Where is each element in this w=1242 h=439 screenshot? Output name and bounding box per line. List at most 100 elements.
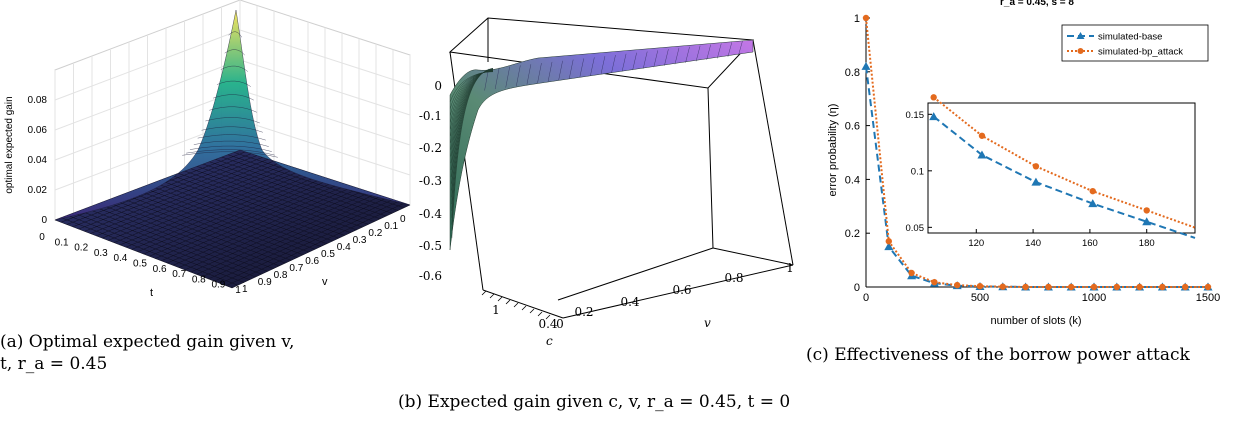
ylabel-b: v [704, 316, 711, 330]
v-tick-label: 0.4 [620, 295, 639, 309]
z-tick-label: -0.1 [419, 109, 442, 123]
caption-b: (b) Expected gain given c, v, r_a = 0.45… [398, 392, 791, 412]
mesh-line [227, 154, 399, 211]
legend-label: simulated-bp_attack [1098, 47, 1183, 58]
surface-line [182, 151, 278, 158]
y-tick-label: 0.8 [845, 67, 860, 79]
inset-point-circle [1032, 163, 1040, 170]
mesh-line [685, 46, 690, 63]
v-tick-label: 0.6 [672, 283, 691, 297]
v-tick-label: 1 [242, 284, 248, 295]
c-minor-tick [505, 299, 511, 305]
data-point-circle [976, 282, 984, 290]
z-tick-label: 0 [41, 215, 47, 226]
inset-point-triangle [1142, 217, 1152, 226]
inset-point-triangle [1031, 177, 1041, 186]
mesh-line [717, 43, 722, 59]
t-tick-label: 0.1 [55, 237, 69, 248]
inset-point-circle [930, 94, 937, 101]
t-tick-label: 0.7 [172, 269, 186, 280]
t-tick-label: 0.3 [94, 248, 108, 259]
gridline [54, 29, 241, 101]
mesh-line [225, 202, 405, 286]
v-tick-label: 0.3 [353, 235, 367, 246]
mesh-line [600, 56, 606, 75]
zlabel-a: optimal expected gain [4, 96, 15, 193]
mesh-line [674, 48, 680, 65]
data-point-circle [1136, 283, 1143, 291]
gridline [54, 59, 241, 131]
z-tick-label: -0.5 [419, 239, 442, 253]
data-point-circle [1022, 283, 1029, 291]
z-tick-label: 0.02 [28, 185, 48, 196]
mesh-line [214, 199, 394, 282]
surface-line [209, 106, 257, 113]
mesh-line [738, 41, 743, 56]
z-tick-label: -0.2 [419, 141, 442, 155]
surface-line [213, 94, 254, 101]
v-tick-label: 1 [786, 261, 794, 275]
z-tick-labels-a: 0 0.02 0.04 0.06 0.08 [28, 95, 48, 226]
mesh-line [537, 63, 542, 84]
v-tick-label: 0.4 [337, 242, 351, 253]
data-point-circle [885, 238, 892, 245]
inset-plot-c: 0.05 0.1 0.15 120 140 160 180 [906, 94, 1196, 249]
mesh-line [484, 68, 489, 91]
surface-line [189, 145, 272, 152]
c-tick-label: 0 [556, 317, 564, 331]
data-point-circle [999, 283, 1006, 290]
data-point-circle [862, 14, 870, 22]
x-tick-label: 500 [971, 292, 989, 304]
mesh-line [632, 52, 637, 71]
inset-series-line-simulated-base [933, 115, 1196, 239]
t-tick-label: 0.2 [74, 243, 88, 254]
ylabel-c: error probability (η) [827, 104, 839, 197]
series-line-simulated-bp_attack [865, 17, 1208, 288]
z-tick-label: 0.08 [28, 95, 48, 106]
z-tick-label: -0.4 [419, 207, 443, 221]
surface-line [201, 126, 263, 133]
gridline [239, 89, 411, 146]
panel-a: 0 0.02 0.04 0.06 0.08 0 0.1 0.2 0.3 0.4 0.5 0.6 0.7… [0, 0, 420, 439]
c-minor-tick [545, 314, 551, 320]
v-tick-label: 0.6 [305, 256, 319, 267]
z-tick-labels-b: 0 -0.1 -0.2 -0.3 -0.4 -0.5 -0.6 [419, 79, 443, 283]
surface-line [216, 80, 251, 87]
data-point-circle [1090, 283, 1098, 291]
v-tick-label: 0.8 [724, 271, 743, 285]
gridline [239, 59, 411, 116]
xlabel-b: c [546, 334, 553, 348]
gridline [239, 29, 411, 86]
y-tick-label: 0.2 [845, 228, 860, 240]
surface-b [449, 39, 754, 251]
surface-peak-a [54, 9, 411, 221]
inset-x-tick-label: 180 [1139, 238, 1155, 249]
mesh-line [209, 161, 381, 220]
mesh-line [558, 60, 563, 81]
t-tick-label: 0 [39, 232, 45, 243]
mesh-line [653, 50, 659, 68]
v-tick-label: 0.2 [574, 305, 593, 319]
xlabel-a: t [150, 287, 153, 299]
mesh-line [568, 59, 574, 79]
c-tick-label: 0.4 [538, 317, 557, 331]
legend-box [1061, 24, 1209, 62]
data-point-circle [1159, 283, 1166, 291]
v-tick-label: 0.5 [321, 249, 335, 260]
panel-b: 0 -0.1 -0.2 -0.3 -0.4 -0.5 -0.6 0.2 0.4 0.6 0.8 1 … [398, 0, 818, 439]
surface-mesh-b [449, 41, 743, 239]
t-tick-label: 0.9 [211, 280, 225, 291]
v-tick-labels-a: 00.10.20.30.40.50.60.70.80.9 1 [242, 214, 406, 295]
inset-x-tick-label: 140 [1025, 238, 1041, 249]
data-point-circle [954, 281, 961, 289]
line-chart-c: r_a = 0.45, s = 8 0 0.2 0.4 0.6 0.8 1 0 500 1000… [827, 0, 1220, 327]
c-minor-ticks-b [481, 290, 551, 320]
inset-y-tick-label: 0.05 [906, 223, 925, 234]
caption-c: (c) Effectiveness of the borrow power at… [806, 345, 1190, 365]
v-tick-label: 0 [400, 214, 406, 225]
surface-mesh-a [60, 151, 405, 286]
chart-title-c: r_a = 0.45, s = 8 [1000, 0, 1074, 8]
c-minor-tick [513, 302, 519, 308]
surface-line [224, 49, 245, 56]
ylabel-a: v [322, 276, 328, 288]
